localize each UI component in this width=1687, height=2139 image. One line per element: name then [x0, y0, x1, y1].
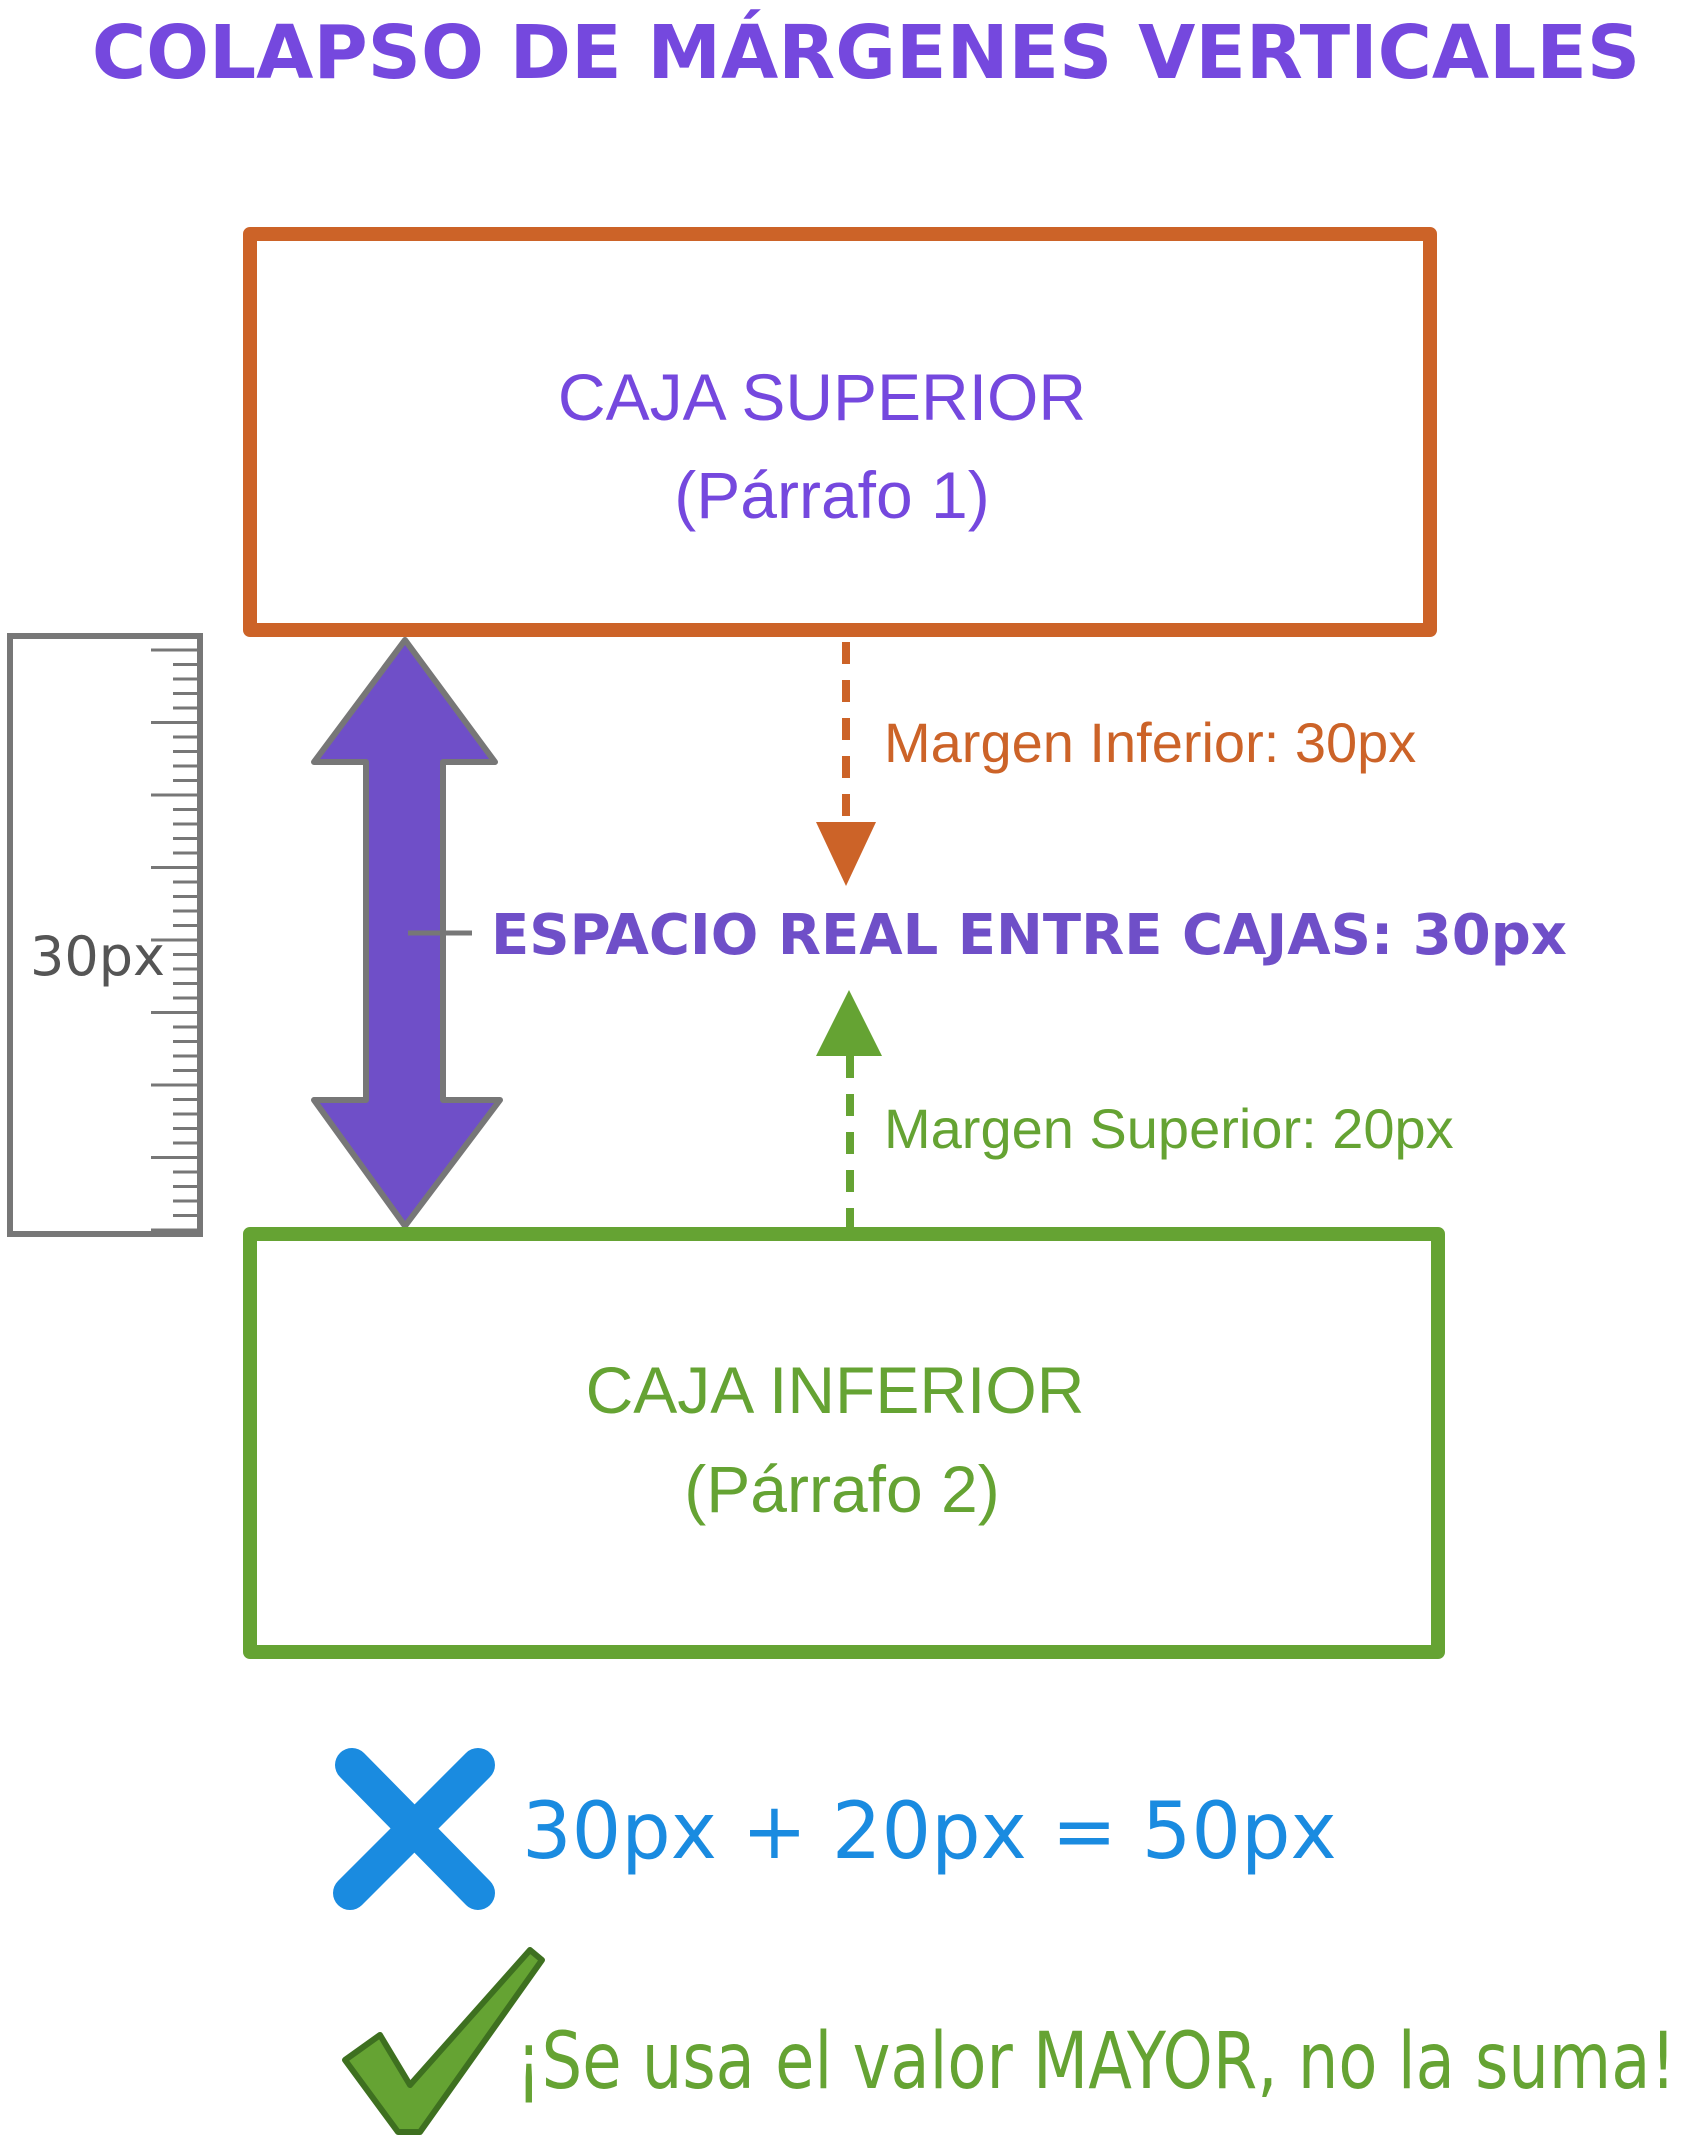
margin-top-arrow-icon [816, 990, 882, 1228]
diagram-title: COLAPSO DE MÁRGENES VERTICALES [92, 8, 1640, 96]
margin-bottom-arrow-icon [816, 642, 876, 886]
ruler-label: 30px [30, 925, 165, 988]
margin-top-label: Margen Superior: 20px [884, 1097, 1454, 1160]
top-box-title: CAJA SUPERIOR [558, 360, 1086, 434]
bottom-box-title: CAJA INFERIOR [586, 1353, 1085, 1427]
double-arrow-icon [311, 637, 503, 1229]
conclusion-text: ¡Se usa el valor MAYOR, no la suma! [516, 2017, 1676, 2107]
ruler: 30px [7, 633, 203, 1237]
top-box: CAJA SUPERIOR (Párrafo 1) [243, 227, 1437, 637]
check-mark-icon [342, 1947, 545, 2135]
wrong-sum-text: 30px + 20px = 50px [522, 1787, 1337, 1877]
top-box-subtitle: (Párrafo 1) [674, 458, 989, 532]
bottom-box-subtitle: (Párrafo 2) [684, 1452, 999, 1526]
bottom-box: CAJA INFERIOR (Párrafo 2) [243, 1227, 1445, 1659]
x-mark-icon [333, 1748, 495, 1910]
real-space-label: ESPACIO REAL ENTRE CAJAS: 30px [491, 903, 1567, 968]
margin-bottom-label: Margen Inferior: 30px [884, 711, 1416, 774]
